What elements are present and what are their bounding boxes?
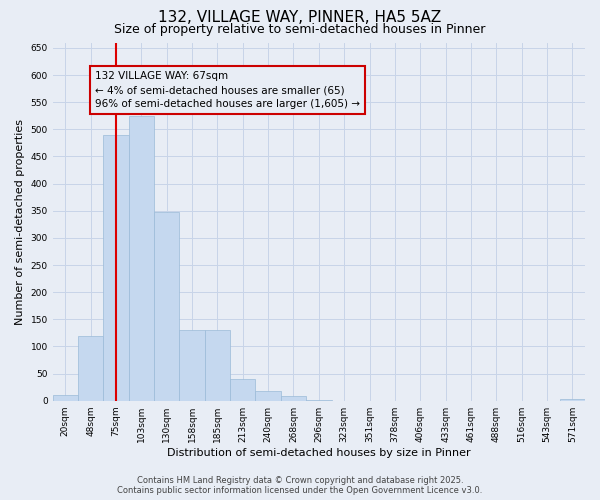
- Bar: [560, 399, 585, 400]
- Y-axis label: Number of semi-detached properties: Number of semi-detached properties: [15, 118, 25, 324]
- Bar: [281, 396, 306, 400]
- Bar: [230, 379, 256, 400]
- Text: Contains HM Land Registry data © Crown copyright and database right 2025.
Contai: Contains HM Land Registry data © Crown c…: [118, 476, 482, 495]
- Text: 132, VILLAGE WAY, PINNER, HA5 5AZ: 132, VILLAGE WAY, PINNER, HA5 5AZ: [158, 10, 442, 25]
- Text: 132 VILLAGE WAY: 67sqm
← 4% of semi-detached houses are smaller (65)
96% of semi: 132 VILLAGE WAY: 67sqm ← 4% of semi-deta…: [95, 71, 360, 109]
- Text: Size of property relative to semi-detached houses in Pinner: Size of property relative to semi-detach…: [115, 22, 485, 36]
- Bar: [179, 330, 205, 400]
- Bar: [205, 330, 230, 400]
- Bar: [256, 391, 281, 400]
- X-axis label: Distribution of semi-detached houses by size in Pinner: Distribution of semi-detached houses by …: [167, 448, 470, 458]
- Bar: [78, 336, 103, 400]
- Bar: [154, 212, 179, 400]
- Bar: [53, 396, 78, 400]
- Bar: [103, 135, 129, 400]
- Bar: [129, 116, 154, 401]
